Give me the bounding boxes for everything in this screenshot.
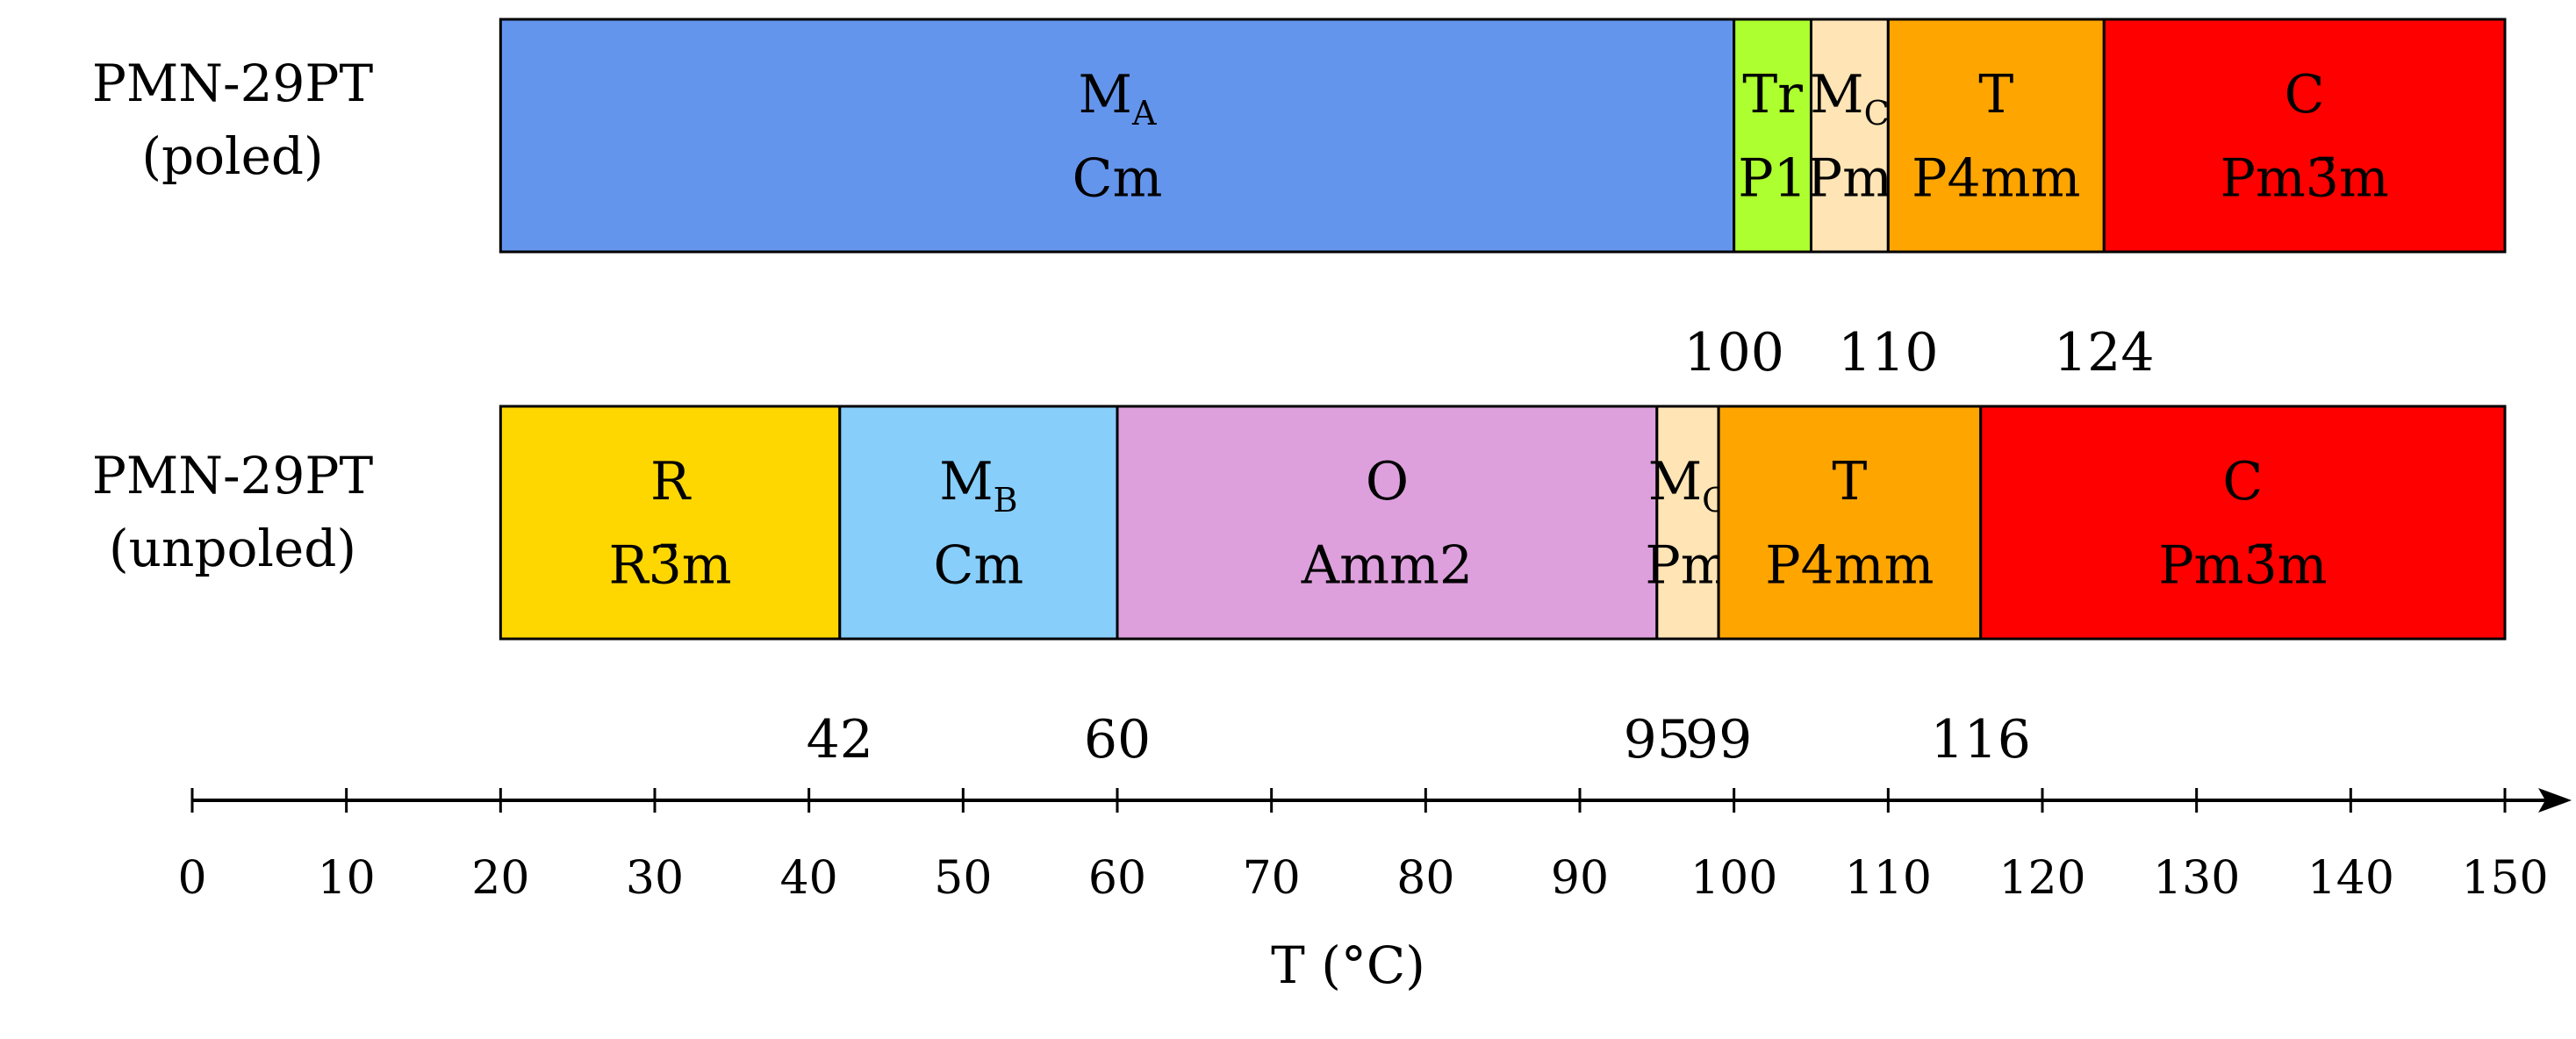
space-group: Pm3̄m: [2220, 147, 2388, 209]
x-tick-label: 140: [2307, 852, 2394, 905]
phase-name: C: [2285, 64, 2325, 125]
x-tick-label: 10: [318, 852, 376, 905]
space-group: P4mm: [1912, 147, 2080, 209]
x-tick-label: 80: [1396, 852, 1454, 905]
phase-name: T: [1978, 64, 2013, 125]
x-axis: 0 10 20 30 40 50 60 70 80 90 100 110 120 130 140 150 T (…: [177, 788, 2572, 995]
boundary-label: 116: [1930, 709, 2031, 770]
boundary-label: 124: [2054, 322, 2155, 383]
phase-segment: [1979, 405, 2507, 641]
x-tick-label: 50: [934, 852, 992, 905]
phase-name: MC: [1810, 64, 1890, 133]
phase-segment: [838, 405, 1119, 641]
row-label-line1: PMN-29PT: [92, 54, 374, 113]
x-tick-label: 40: [780, 852, 838, 905]
boundary-label: 110: [1838, 322, 1939, 383]
x-tick-label: 60: [1088, 852, 1146, 905]
x-tick-label: 90: [1551, 852, 1609, 905]
boundary-label: 95: [1624, 709, 1690, 770]
phase-segment: [499, 18, 1736, 254]
boundary-label: 42: [807, 709, 873, 770]
x-tick-label: 130: [2153, 852, 2240, 905]
x-tick-label: 20: [471, 852, 529, 905]
x-tick-label: 100: [1690, 852, 1777, 905]
x-tick-label: 110: [1845, 852, 1932, 905]
space-group: Pm: [1807, 147, 1892, 209]
phase-segment: [1886, 18, 2106, 254]
phase-segment: [499, 405, 842, 641]
phase-segment: [1116, 405, 1659, 641]
phase-name: C: [2222, 451, 2263, 512]
phase-segment: [1655, 405, 1720, 641]
phase-segment: [1810, 18, 1890, 254]
row-label-line1: PMN-29PT: [92, 446, 374, 505]
x-tick-label: 120: [1998, 852, 2085, 905]
phase-segment: [1717, 405, 1983, 641]
space-group: Amm2: [1301, 534, 1473, 596]
phase-name: T: [1832, 451, 1867, 512]
phase-name: Tr: [1742, 64, 1803, 125]
space-group: P1: [1738, 147, 1807, 209]
space-group: R3̄m: [608, 534, 731, 596]
x-axis-title: T (°C): [1271, 935, 1425, 995]
x-tick-label: 0: [177, 852, 206, 905]
x-tick-label: 30: [626, 852, 684, 905]
space-group: Pm: [1645, 534, 1730, 596]
boundary-label: 99: [1685, 709, 1752, 770]
phase-segment: [1733, 18, 1812, 254]
row-label-line2: (unpoled): [109, 519, 356, 578]
phase-name: MB: [939, 451, 1017, 520]
phase-segment: [2102, 18, 2507, 254]
x-axis-arrowhead: [2538, 788, 2572, 813]
row-label-line2: (poled): [141, 126, 323, 186]
x-tick-label: 70: [1243, 852, 1301, 905]
space-group: Cm: [1073, 147, 1163, 209]
phase-row-1: PMN-29PT(poled)MACmTrP1MCPmTP4mmCPm3̄m10…: [92, 18, 2507, 383]
x-tick-label: 150: [2461, 852, 2548, 905]
space-group: Pm3̄m: [2158, 534, 2327, 596]
phase-name: O: [1366, 451, 1409, 512]
boundary-label: 60: [1084, 709, 1151, 770]
space-group: P4mm: [1765, 534, 1934, 596]
phase-name: R: [650, 451, 692, 512]
boundary-label: 100: [1683, 322, 1784, 383]
space-group: Cm: [933, 534, 1023, 596]
phase-row-2: PMN-29PT(unpoled)RR3̄mMBCmOAmm2MCPmTP4mm…: [92, 405, 2507, 770]
